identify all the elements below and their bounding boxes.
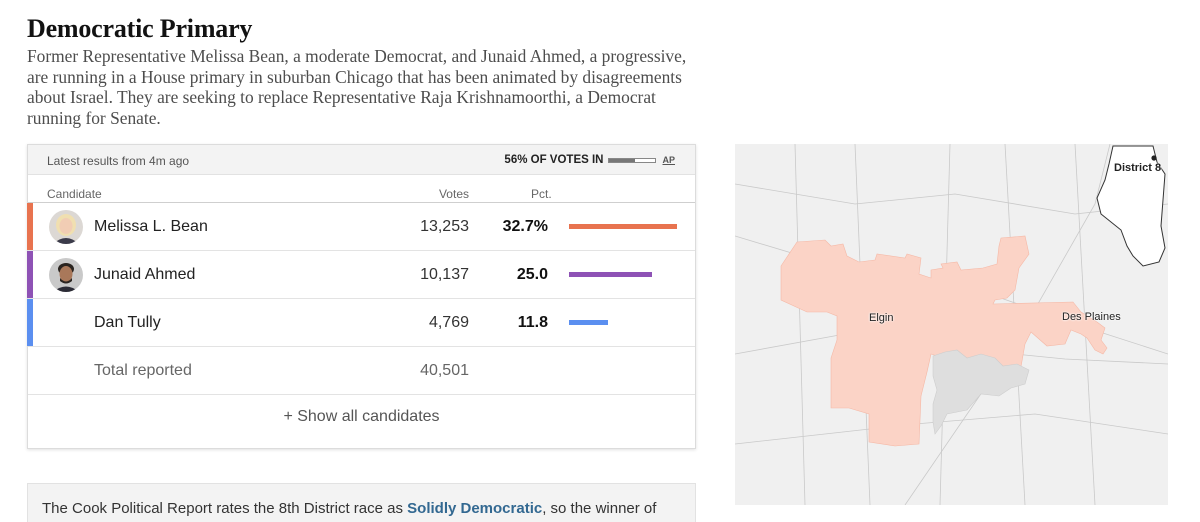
district-map-graphic [735, 144, 1168, 505]
candidate-pct: 25.0 [516, 266, 548, 283]
show-all-candidates: + Show all candidates [28, 395, 695, 441]
candidate-votes: 4,769 [428, 314, 469, 331]
votes-in-indicator: 56% OF VOTES IN AP [504, 154, 675, 166]
candidate-votes: 10,137 [420, 266, 469, 283]
district-map: District 8 Elgin Des Plaines [735, 144, 1168, 505]
total-reported-label: Total reported [94, 362, 192, 379]
source-ap-link[interactable]: AP [662, 155, 675, 165]
column-headers: Candidate Votes Pct. [28, 175, 695, 203]
candidate-row: Dan Tully 4,769 11.8 [27, 299, 695, 347]
votes-column-header: Votes [438, 187, 469, 201]
results-status-bar: Latest results from 4m ago 56% OF VOTES … [28, 145, 695, 175]
candidate-photo-avatar [49, 258, 83, 292]
candidate-photo-avatar [49, 210, 83, 244]
total-row: Total reported 40,501 [28, 347, 695, 395]
show-all-candidates-button[interactable]: + Show all candidates [283, 408, 440, 425]
unreported-precincts-area [932, 349, 1030, 435]
candidate-name: Melissa L. Bean [94, 218, 208, 235]
total-votes: 40,501 [420, 362, 469, 379]
race-title: Democratic Primary [27, 14, 253, 43]
district-8-shape [780, 235, 1108, 447]
votes-in-progress-bar [608, 157, 657, 163]
results-table: Latest results from 4m ago 56% OF VOTES … [27, 144, 696, 449]
candidate-pct-bar [569, 272, 652, 277]
race-rating-note: The Cook Political Report rates the 8th … [27, 483, 696, 522]
race-rating-link[interactable]: Solidly Democratic [407, 500, 543, 517]
district-8-label: District 8 [1114, 162, 1162, 174]
votes-in-progress-fill [609, 158, 636, 162]
candidate-pct: 11.8 [517, 314, 548, 331]
candidate-pct-bar [569, 320, 608, 325]
illinois-inset-map [1096, 145, 1166, 267]
candidate-name: Dan Tully [94, 314, 161, 331]
candidate-color-stripe [27, 251, 33, 298]
pct-column-header: Pct. [531, 187, 552, 201]
city-label-des-plaines: Des Plaines [1062, 311, 1121, 323]
last-updated-text: Latest results from 4m ago [47, 154, 190, 168]
votes-in-label: 56% OF VOTES IN [504, 154, 604, 166]
candidate-pct-bar [569, 224, 677, 229]
candidate-column-header: Candidate [47, 187, 102, 201]
race-description: Former Representative Melissa Bean, a mo… [27, 46, 687, 128]
candidate-pct: 32.7% [502, 218, 548, 235]
race-rating-text: The Cook Political Report rates the 8th … [42, 500, 408, 517]
candidate-row: Melissa L. Bean 13,253 32.7% [27, 203, 695, 251]
candidate-color-stripe [27, 299, 33, 346]
city-label-elgin: Elgin [869, 312, 894, 324]
candidate-row: Junaid Ahmed 10,137 25.0 [27, 251, 695, 299]
race-rating-text-continued: , so the winner of this [542, 500, 657, 517]
candidate-color-stripe [27, 203, 33, 250]
candidate-votes: 13,253 [420, 218, 469, 235]
candidate-name: Junaid Ahmed [94, 266, 196, 283]
